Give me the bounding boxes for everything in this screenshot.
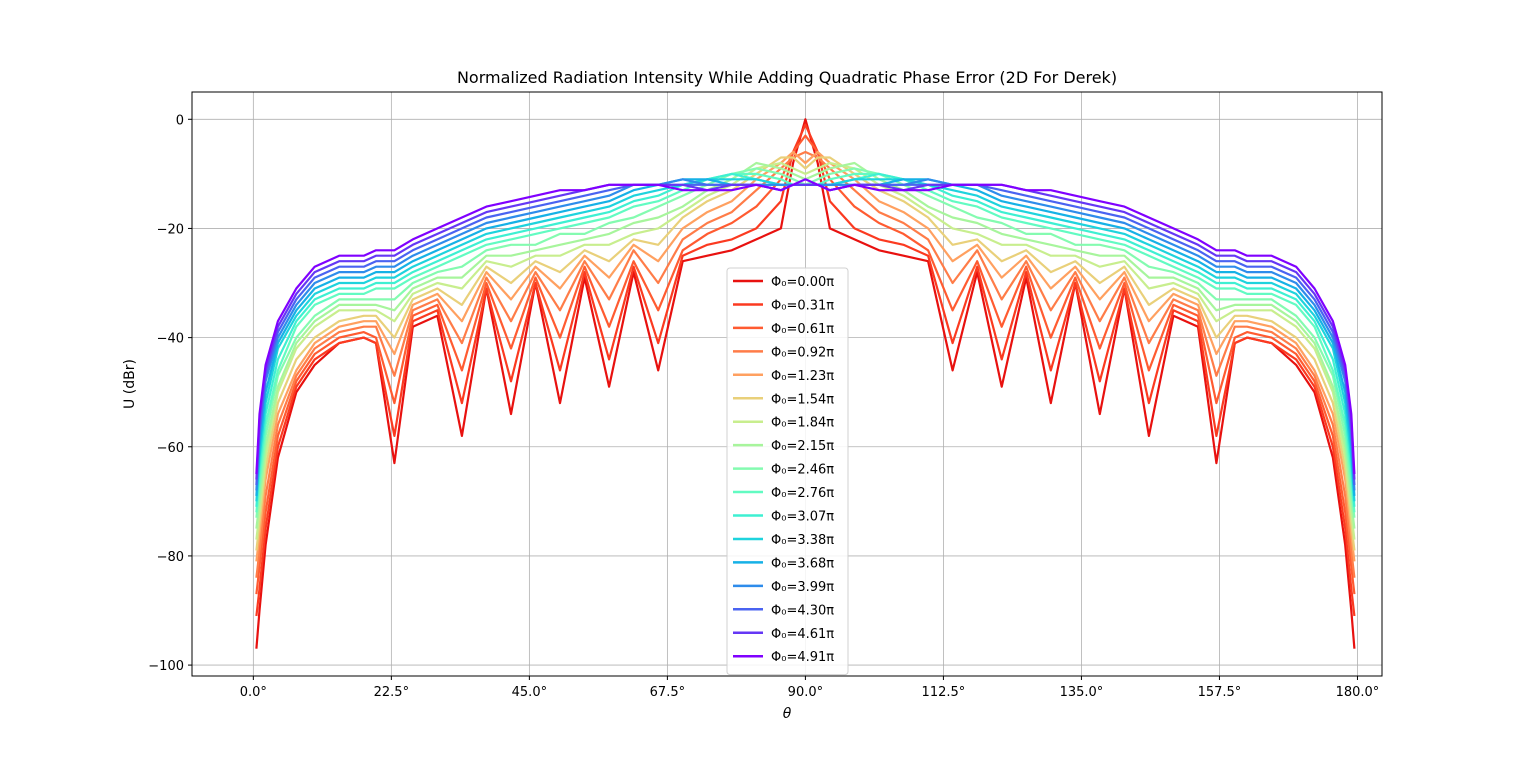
legend-label: Φ₀=1.54π <box>771 392 834 407</box>
x-tick-label: 45.0° <box>512 685 547 700</box>
axis-ticks: 0.0° 22.5° 45.0° 67.5° 90.0° 112.5° 135.0° 157.… <box>148 113 1379 700</box>
series-line <box>255 134 1356 595</box>
legend-label: Φ₀=1.23π <box>771 369 834 384</box>
y-tick-label: −20 <box>157 222 184 237</box>
legend-label: Φ₀=0.61π <box>771 322 834 337</box>
series-line <box>255 150 1356 562</box>
y-tick-label: 0 <box>176 113 184 128</box>
series-line <box>255 156 1356 551</box>
legend-label: Φ₀=3.99π <box>771 580 834 595</box>
legend-label: Φ₀=0.00π <box>771 275 834 290</box>
legend-label: Φ₀=4.61π <box>771 627 834 642</box>
legend-label: Φ₀=4.91π <box>771 650 834 665</box>
x-tick-label: 135.0° <box>1060 685 1104 700</box>
legend-label: Φ₀=0.31π <box>771 298 834 313</box>
series-line <box>255 150 1356 578</box>
x-tick-label: 180.0° <box>1336 685 1380 700</box>
legend-label: Φ₀=2.76π <box>771 486 834 501</box>
legend-label: Φ₀=2.46π <box>771 463 834 478</box>
series-line <box>255 178 1356 475</box>
legend-label: Φ₀=3.07π <box>771 510 834 525</box>
x-tick-label: 90.0° <box>788 685 823 700</box>
plot-frame <box>191 91 1383 677</box>
series-line <box>255 118 1356 649</box>
x-tick-label: 157.5° <box>1198 685 1242 700</box>
y-tick-label: −60 <box>157 441 184 456</box>
x-tick-label: 112.5° <box>922 685 966 700</box>
x-axis-label: θ <box>783 706 792 722</box>
y-tick-label: −80 <box>157 550 184 565</box>
legend-label: Φ₀=2.15π <box>771 439 834 454</box>
legend-label: Φ₀=3.68π <box>771 556 834 571</box>
legend-box <box>726 267 849 676</box>
y-tick-label: −100 <box>148 659 184 674</box>
series-line <box>255 183 1356 480</box>
legend-label: Φ₀=1.84π <box>771 416 834 431</box>
x-tick-label: 22.5° <box>374 685 409 700</box>
legend: Φ₀=0.00π Φ₀=0.31π Φ₀=0.61π Φ₀=0.92π Φ₀=1.23π… <box>726 267 849 676</box>
x-tick-label: 0.0° <box>240 685 267 700</box>
series-line <box>255 123 1356 617</box>
y-tick-label: −40 <box>157 332 184 347</box>
legend-label: Φ₀=3.38π <box>771 533 834 548</box>
series-line <box>255 161 1356 540</box>
y-axis-label: U (dBr) <box>122 359 138 409</box>
series-lines <box>255 118 1356 649</box>
x-tick-label: 67.5° <box>650 685 685 700</box>
legend-label: Φ₀=0.92π <box>771 345 834 360</box>
legend-label: Φ₀=4.30π <box>771 603 834 618</box>
chart-title: Normalized Radiation Intensity While Add… <box>457 68 1117 87</box>
